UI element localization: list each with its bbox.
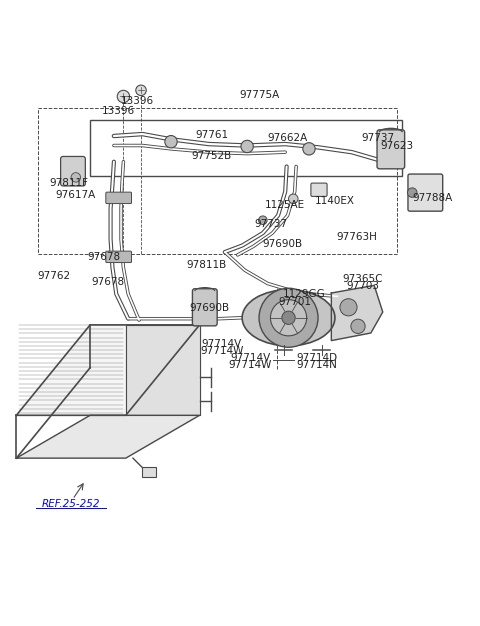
Polygon shape bbox=[16, 415, 200, 458]
FancyBboxPatch shape bbox=[60, 156, 85, 186]
Text: 97690B: 97690B bbox=[263, 239, 303, 249]
Circle shape bbox=[136, 85, 146, 96]
Text: 97714V: 97714V bbox=[202, 339, 242, 349]
Circle shape bbox=[351, 319, 365, 334]
Circle shape bbox=[288, 194, 298, 203]
Circle shape bbox=[165, 135, 177, 148]
Ellipse shape bbox=[242, 290, 335, 346]
Text: 97761: 97761 bbox=[195, 130, 228, 140]
FancyBboxPatch shape bbox=[106, 192, 132, 203]
Circle shape bbox=[117, 90, 130, 103]
Text: 97623: 97623 bbox=[381, 141, 414, 151]
Text: 97365C: 97365C bbox=[343, 274, 383, 284]
Text: 97714W: 97714W bbox=[229, 361, 272, 371]
Polygon shape bbox=[126, 325, 200, 415]
FancyBboxPatch shape bbox=[311, 183, 327, 197]
Text: 97701: 97701 bbox=[278, 297, 311, 307]
Text: 97714D: 97714D bbox=[297, 353, 337, 363]
Bar bbox=[143, 467, 156, 477]
Text: 97690B: 97690B bbox=[189, 303, 229, 313]
Text: 97763H: 97763H bbox=[336, 232, 377, 242]
Text: 97762: 97762 bbox=[37, 271, 70, 281]
Text: 97752B: 97752B bbox=[192, 151, 231, 161]
FancyBboxPatch shape bbox=[377, 130, 405, 169]
Text: 1129GG: 1129GG bbox=[283, 289, 325, 299]
FancyBboxPatch shape bbox=[408, 174, 443, 211]
Text: 13396: 13396 bbox=[102, 106, 135, 116]
Text: 97788A: 97788A bbox=[413, 193, 453, 203]
Text: 97678: 97678 bbox=[91, 277, 124, 287]
Text: 97714V: 97714V bbox=[230, 353, 271, 363]
Text: 97714W: 97714W bbox=[200, 346, 244, 356]
Text: 97714N: 97714N bbox=[297, 361, 337, 371]
Text: 97662A: 97662A bbox=[267, 133, 308, 143]
Text: 97703: 97703 bbox=[346, 281, 379, 291]
Polygon shape bbox=[16, 325, 200, 415]
Circle shape bbox=[241, 140, 253, 153]
Text: 97737: 97737 bbox=[254, 218, 288, 228]
Circle shape bbox=[259, 216, 267, 225]
Bar bbox=[38, 108, 397, 254]
Text: 97811B: 97811B bbox=[187, 260, 227, 270]
Polygon shape bbox=[331, 285, 383, 341]
Text: 97811F: 97811F bbox=[49, 178, 88, 188]
Circle shape bbox=[303, 143, 315, 155]
Circle shape bbox=[270, 300, 307, 336]
FancyBboxPatch shape bbox=[192, 289, 217, 326]
Circle shape bbox=[408, 188, 417, 197]
Text: 97678: 97678 bbox=[88, 252, 121, 262]
Text: 1140EX: 1140EX bbox=[315, 196, 355, 206]
Text: 13396: 13396 bbox=[121, 96, 154, 106]
Text: 97737: 97737 bbox=[361, 133, 395, 143]
Circle shape bbox=[340, 299, 357, 316]
Text: 97775A: 97775A bbox=[239, 90, 279, 100]
Circle shape bbox=[282, 311, 295, 324]
Circle shape bbox=[259, 288, 318, 347]
FancyBboxPatch shape bbox=[106, 251, 132, 262]
Text: REF.25-252: REF.25-252 bbox=[42, 500, 100, 510]
Bar bbox=[90, 120, 402, 176]
Text: 1125AE: 1125AE bbox=[265, 200, 305, 210]
Text: 97617A: 97617A bbox=[56, 190, 96, 200]
Circle shape bbox=[71, 173, 81, 182]
